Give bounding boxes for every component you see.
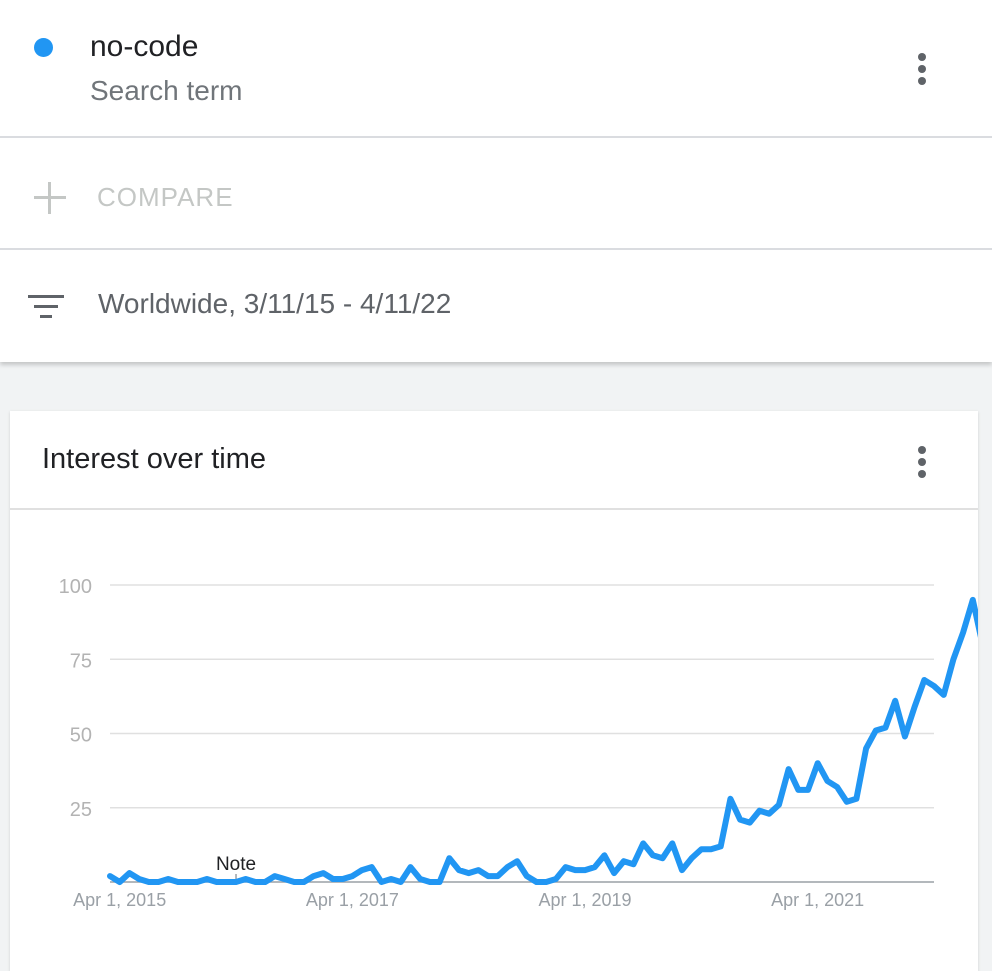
y-tick-label: 25 — [70, 799, 92, 821]
plus-icon[interactable] — [34, 182, 66, 214]
x-tick-label: Apr 1, 2019 — [538, 890, 631, 910]
search-term-row[interactable]: no-code Search term — [0, 0, 992, 138]
y-tick-label: 50 — [70, 725, 92, 747]
query-panel: no-code Search term COMPARE Worldwide, 3… — [0, 0, 992, 362]
y-tick-label: 75 — [70, 650, 92, 672]
series-color-dot-icon — [34, 38, 53, 57]
interest-line-chart: 25 50 75 100 Apr 1, 2015 Apr 1, 2017 Apr 1, 20… — [10, 411, 978, 956]
search-term-name: no-code — [90, 30, 198, 64]
search-term-type: Search term — [90, 75, 243, 107]
compare-button[interactable]: COMPARE — [97, 182, 234, 213]
y-tick-label: 100 — [59, 576, 92, 598]
interest-over-time-card: Interest over time 25 50 75 100 Apr 1, 2015 A… — [10, 411, 978, 971]
more-vert-icon[interactable] — [907, 47, 937, 91]
x-tick-label: Apr 1, 2017 — [306, 890, 399, 910]
x-tick-label: Apr 1, 2015 — [73, 890, 166, 910]
filter-summary[interactable]: Worldwide, 3/11/15 - 4/11/22 — [98, 288, 451, 320]
series-line — [110, 600, 978, 882]
filter-icon[interactable] — [28, 295, 64, 321]
note-annotation: Note — [216, 854, 256, 875]
x-tick-label: Apr 1, 2021 — [771, 890, 864, 910]
